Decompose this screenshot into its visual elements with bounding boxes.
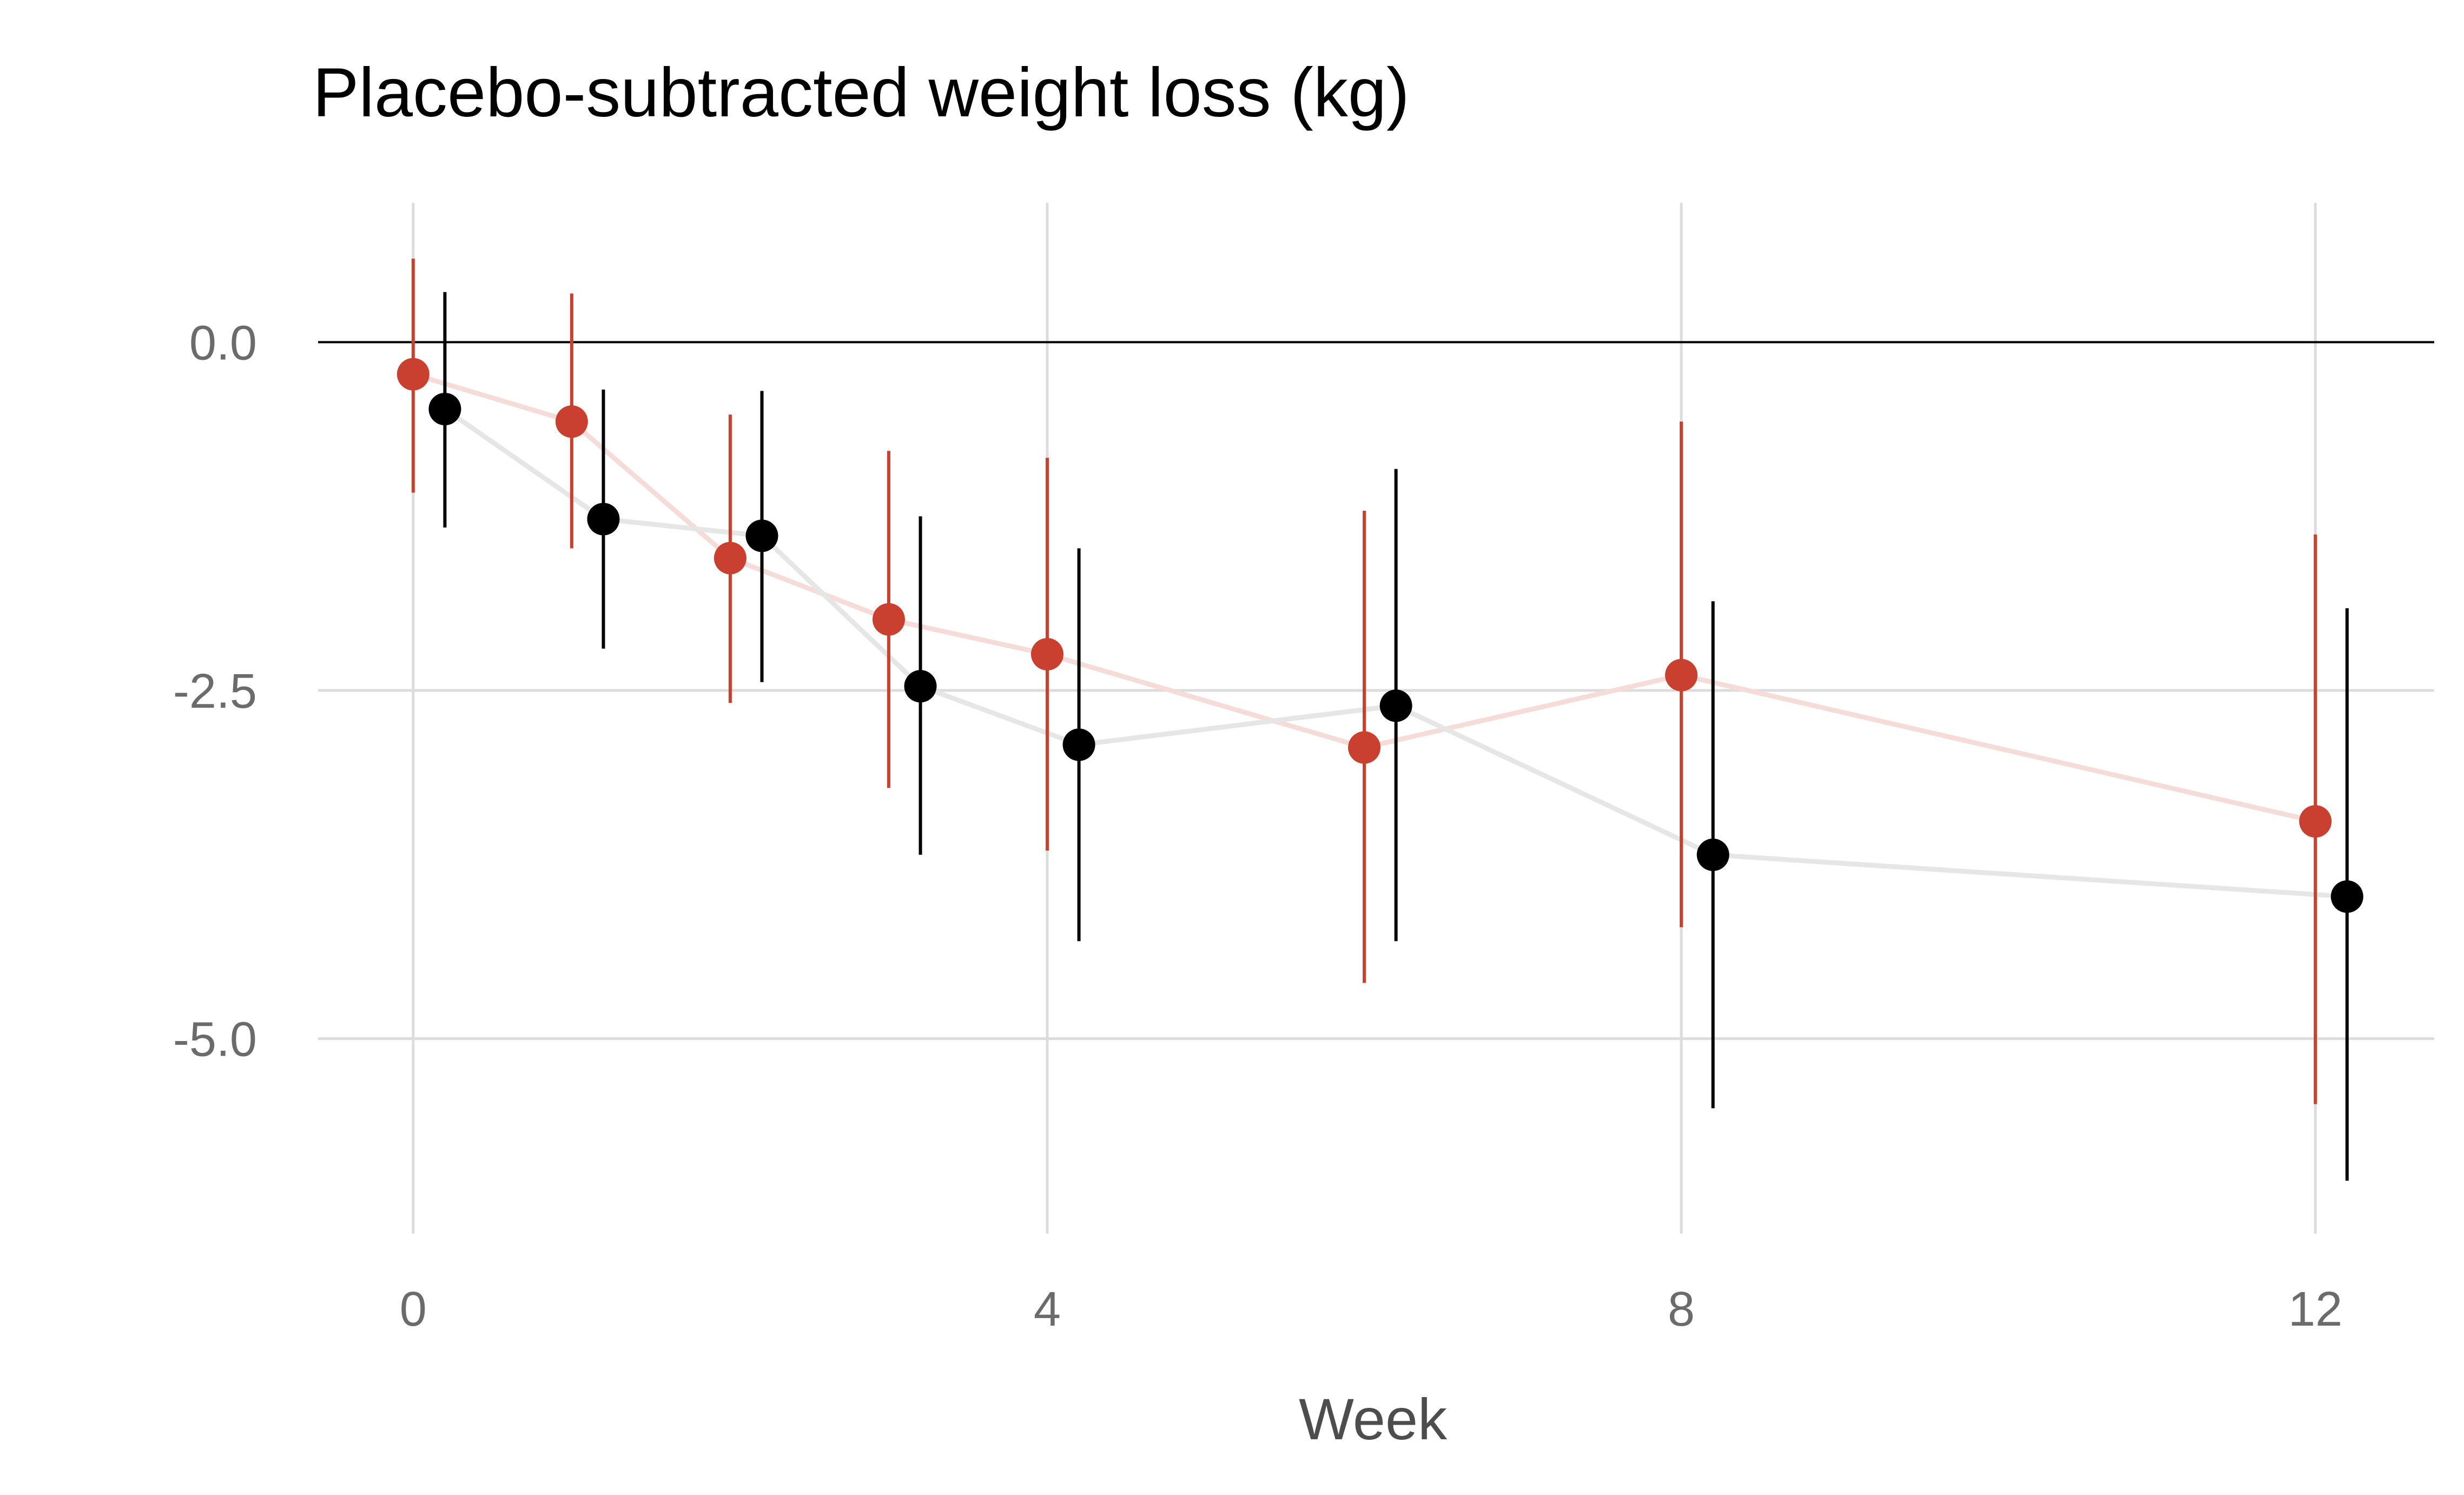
series-1-point [428,393,461,425]
series-0-point [1348,731,1381,764]
series-1-point [1696,838,1729,871]
series-0-point [1665,658,1698,691]
series-line-layer [411,372,2350,899]
y-tick-label: -5.0 [173,1013,257,1067]
y-tick-label: -2.5 [173,664,257,719]
series-1-point [1379,689,1412,722]
series-0-point [555,405,588,438]
series-0-point [2299,805,2332,838]
x-axis-title: Week [1299,1386,1448,1452]
x-tick-label: 12 [2288,1282,2342,1336]
series-1-point [904,670,937,703]
x-tick-label: 8 [1668,1282,1695,1336]
point-layer [397,358,2363,913]
series-0-connector-line [411,372,2318,824]
tick-label-layer: 0 4 8 12 0.0 -2.5 -5.0 [173,316,2342,1336]
series-1-point [1062,728,1095,761]
series-1-connector-line [442,406,2350,899]
x-tick-label: 0 [400,1282,427,1336]
series-1-point [745,519,778,552]
chart-title: Placebo-subtracted weight loss (kg) [313,54,1410,131]
series-0-point [397,358,430,391]
y-tick-label: 0.0 [189,316,257,370]
series-1-point [2330,880,2363,913]
x-tick-label: 4 [1034,1282,1061,1336]
series-1-point [587,503,620,536]
series-0-point [872,603,905,636]
series-0-point [714,542,747,575]
series-0-point [1030,638,1063,671]
